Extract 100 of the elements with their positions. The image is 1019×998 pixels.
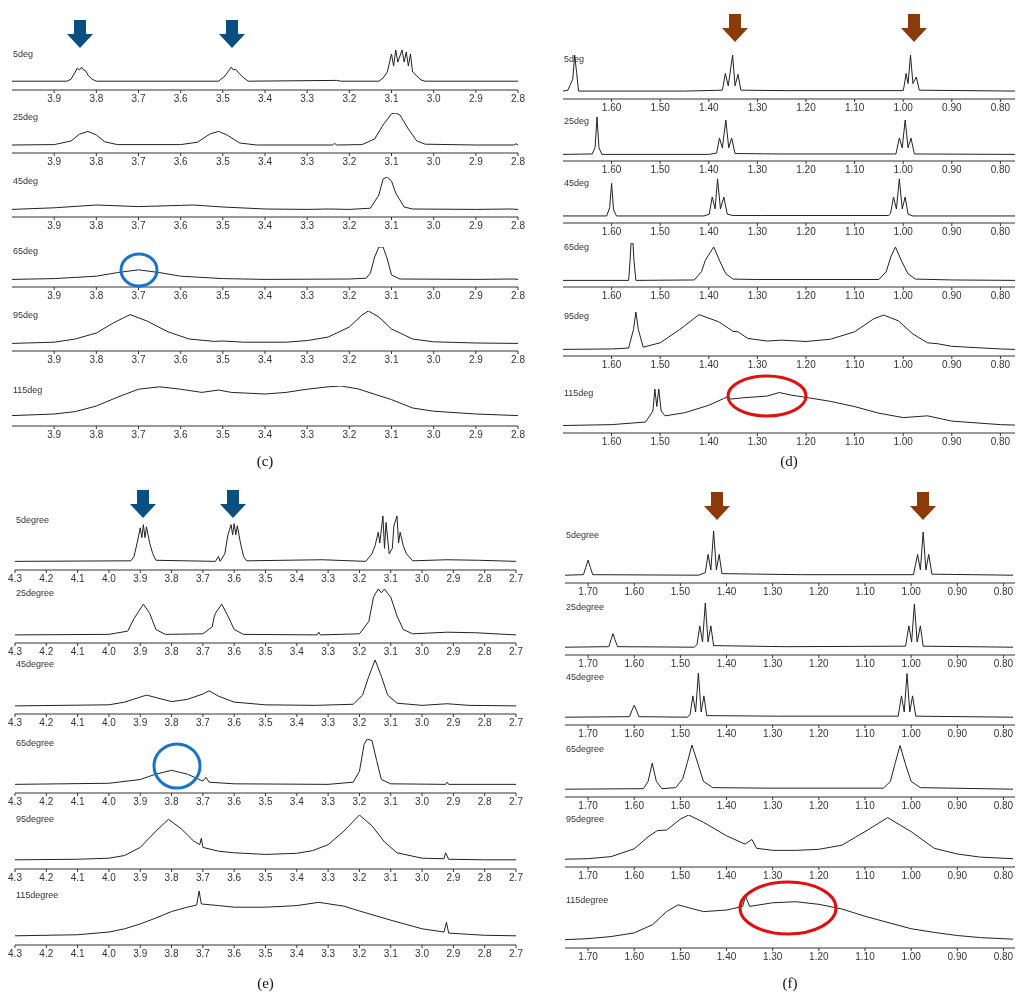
x-tick-label: 3.5 [258, 872, 273, 884]
x-tick-label: 2.9 [468, 93, 484, 105]
x-tick-label: 3.7 [131, 156, 146, 168]
x-tick-label: 1.10 [844, 359, 865, 371]
x-tick-label: 3.0 [415, 796, 430, 808]
x-tick-label: 0.90 [947, 728, 968, 740]
x-tick-label: 1.60 [601, 359, 622, 371]
x-tick-label: 0.90 [947, 586, 968, 598]
x-tick-label: 1.20 [809, 951, 830, 963]
x-tick-label: 4.2 [39, 717, 54, 729]
x-tick-label: 3.8 [164, 872, 179, 884]
x-tick-label: 1.30 [762, 586, 783, 598]
x-tick-label: 2.9 [468, 354, 484, 366]
x-tick-label: 0.80 [990, 436, 1011, 448]
x-tick-label: 3.2 [342, 354, 357, 366]
x-tick-label: 3.4 [258, 93, 273, 105]
x-tick-label: 1.50 [650, 164, 671, 176]
x-tick-label: 3.9 [47, 93, 62, 105]
x-tick-label: 1.20 [796, 436, 817, 448]
x-tick-label: 3.1 [384, 354, 399, 366]
x-tick-label: 3.5 [258, 717, 273, 729]
x-tick-label: 1.50 [670, 586, 691, 598]
x-tick-label: 3.9 [133, 872, 148, 884]
x-tick-label: 2.8 [511, 354, 526, 366]
x-tick-label: 3.8 [89, 354, 104, 366]
x-tick-label: 2.9 [468, 290, 484, 302]
x-tick-label: 3.3 [321, 573, 336, 585]
text: (f) [781, 975, 799, 992]
x-tick-label: 4.0 [101, 796, 117, 808]
x-tick-label: 1.30 [762, 728, 783, 740]
x-tick-label: 0.90 [942, 164, 962, 176]
chart-title: 5degree [566, 530, 600, 540]
x-tick-label: 1.40 [699, 102, 719, 114]
x-tick-label: 1.40 [716, 586, 737, 598]
x-tick-label: 1.10 [844, 226, 865, 238]
x-tick-label: 4.3 [8, 646, 23, 658]
x-tick-label: 3.2 [352, 796, 367, 808]
x-tick-label: 2.9 [446, 948, 461, 960]
x-tick-label: 2.9 [446, 646, 461, 658]
x-tick-label: 2.8 [477, 796, 493, 808]
chart-title: 65degree [566, 744, 605, 754]
x-tick-label: 3.0 [415, 948, 430, 960]
x-tick-label: 2.9 [446, 872, 461, 884]
x-tick-label: 2.8 [511, 220, 526, 232]
x-tick-label: 1.70 [578, 951, 599, 963]
chart-title: 95deg [13, 310, 39, 320]
x-tick-label: 1.60 [624, 800, 645, 812]
x-tick-label: 4.1 [70, 796, 86, 808]
x-tick-label: 3.5 [258, 948, 273, 960]
x-tick-label: 4.3 [8, 717, 23, 729]
x-tick-label: 3.8 [89, 220, 104, 232]
x-tick-label: 1.40 [716, 800, 737, 812]
x-tick-label: 0.80 [993, 658, 1014, 670]
x-tick-label: 3.1 [384, 290, 399, 302]
x-tick-label: 2.9 [468, 429, 484, 441]
x-tick-label: 3.8 [89, 429, 104, 441]
x-tick-label: 3.2 [342, 429, 357, 441]
x-tick-label: 1.60 [601, 290, 622, 302]
x-tick-label: 3.2 [352, 872, 367, 884]
x-tick-label: 3.8 [164, 646, 179, 658]
x-tick-label: 1.30 [747, 290, 768, 302]
x-tick-label: 1.00 [901, 586, 922, 598]
x-tick-label: 3.6 [227, 717, 242, 729]
x-tick-label: 4.0 [101, 573, 117, 585]
x-tick-label: 1.00 [901, 870, 922, 882]
x-tick-label: 1.50 [670, 951, 691, 963]
x-tick-label: 1.40 [699, 359, 719, 371]
x-tick-label: 3.3 [321, 717, 336, 729]
x-tick-label: 1.00 [893, 164, 914, 176]
x-tick-label: 3.2 [342, 156, 357, 168]
x-tick-label: 3.1 [383, 948, 399, 960]
text: (c) [255, 453, 275, 470]
x-tick-label: 1.20 [809, 800, 830, 812]
x-tick-label: 1.10 [844, 164, 865, 176]
x-tick-label: 1.00 [893, 359, 914, 371]
x-tick-label: 3.3 [300, 290, 315, 302]
x-tick-label: 3.3 [300, 429, 315, 441]
x-tick-label: 3.4 [258, 220, 273, 232]
x-tick-label: 1.40 [699, 164, 719, 176]
x-tick-label: 2.8 [511, 93, 526, 105]
x-tick-label: 4.2 [39, 646, 54, 658]
x-tick-label: 3.6 [173, 156, 189, 168]
x-tick-label: 3.5 [215, 220, 231, 232]
x-tick-label: 3.7 [131, 93, 146, 105]
x-tick-label: 3.2 [352, 573, 367, 585]
x-tick-label: 3.1 [383, 646, 399, 658]
x-tick-label: 1.30 [747, 359, 768, 371]
x-tick-label: 2.9 [446, 796, 461, 808]
x-tick-label: 1.60 [601, 226, 622, 238]
x-tick-label: 3.8 [164, 948, 179, 960]
x-tick-label: 1.20 [796, 102, 817, 114]
chart-title: 95degree [566, 814, 605, 824]
x-tick-label: 0.90 [942, 436, 962, 448]
chart-title: 95deg [564, 311, 590, 321]
chart-title: 115deg [13, 385, 43, 395]
x-tick-label: 1.10 [855, 658, 876, 670]
chart-title: 65deg [564, 242, 590, 252]
x-tick-label: 1.20 [796, 290, 817, 302]
x-tick-label: 1.10 [855, 800, 876, 812]
x-tick-label: 1.70 [578, 586, 599, 598]
